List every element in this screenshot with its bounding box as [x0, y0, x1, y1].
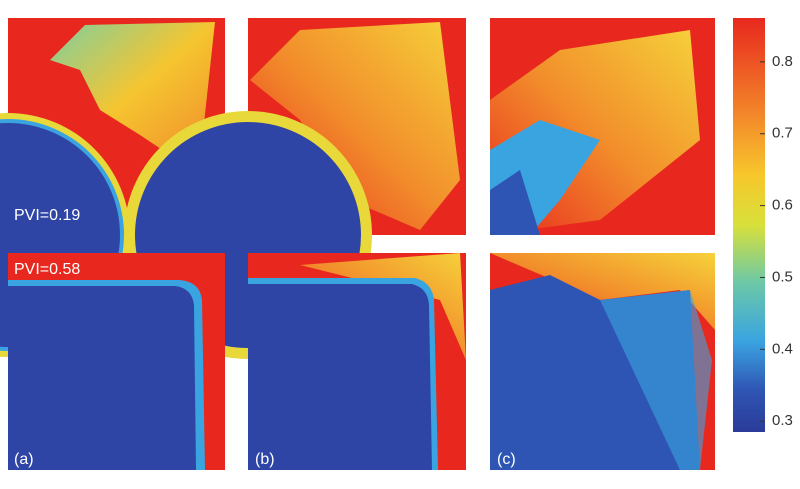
- tick-label: 0.8: [772, 53, 793, 70]
- annotation: PVI=0.58: [14, 261, 80, 278]
- colorbar-axis: 0.3 0.4 0.5 0.6 0.7 0.8: [760, 53, 793, 429]
- front: [250, 22, 460, 230]
- tick-label: 0.4: [772, 340, 793, 357]
- annotation: PVI=0.19: [14, 207, 80, 224]
- front: [8, 286, 196, 470]
- front: [490, 253, 715, 330]
- tick-label: 0.5: [772, 268, 793, 285]
- front: [248, 284, 432, 470]
- front: [300, 253, 466, 360]
- front: [490, 170, 540, 235]
- tick-label: 0.7: [772, 125, 793, 142]
- front: [600, 290, 712, 470]
- tick-label: 0.3: [772, 412, 793, 429]
- tick-label: 0.6: [772, 197, 793, 214]
- panel-label: (c): [497, 451, 516, 468]
- panel-label: (a): [14, 451, 34, 468]
- front: [50, 22, 215, 165]
- panel-label: (b): [255, 451, 275, 468]
- panels: PVI=0.19 PVI=0.58 (a) (b) (c): [0, 18, 715, 470]
- colorbar: [733, 18, 765, 432]
